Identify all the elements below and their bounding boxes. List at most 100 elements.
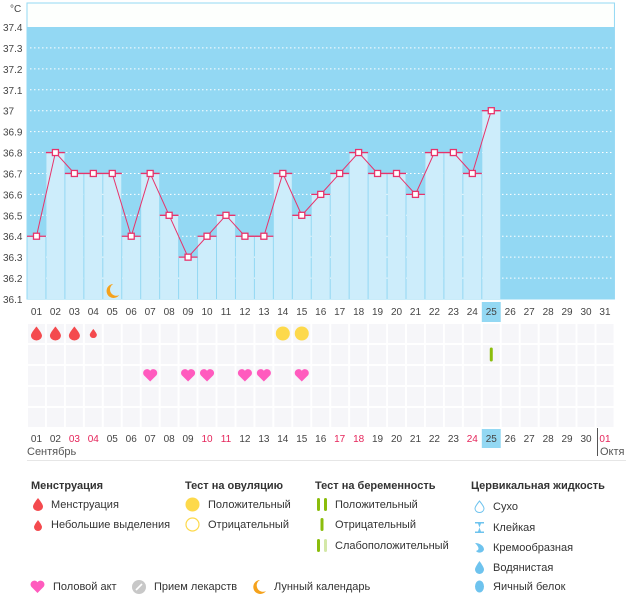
x-tick-label: 30	[580, 307, 592, 318]
legend-label: Слабоположительный	[335, 539, 449, 552]
event-cell	[444, 345, 462, 364]
y-tick-label: 36.8	[3, 149, 23, 160]
event-cell	[369, 408, 387, 427]
y-tick-label: 37.4	[3, 23, 23, 34]
event-cell	[388, 387, 405, 406]
calendar-day-label: 19	[372, 434, 384, 445]
calendar-day-label: 16	[315, 434, 327, 445]
legend-title-ovulation: Тест на овуляцию	[185, 480, 284, 492]
event-cell	[103, 345, 121, 364]
event-cell	[331, 324, 349, 343]
filled-circle-icon	[185, 497, 200, 512]
temperature-point	[108, 169, 116, 178]
event-cell	[539, 366, 557, 385]
event-cell	[312, 408, 330, 427]
x-tick-label: 19	[372, 307, 384, 318]
temperature-bar	[273, 173, 292, 299]
event-cell	[122, 324, 140, 343]
calendar-day-label: 23	[448, 434, 460, 445]
event-cell	[463, 408, 481, 427]
calendar-day-label: 28	[543, 434, 555, 445]
temperature-point	[51, 148, 60, 157]
event-cell	[331, 408, 349, 427]
event-cell	[444, 408, 462, 427]
legend-label: Сухо	[493, 500, 518, 513]
temperature-point	[184, 253, 192, 261]
y-tick-label: 36.7	[3, 169, 23, 180]
x-tick-label: 14	[277, 307, 289, 318]
y-axis-unit: °C	[10, 4, 21, 15]
calendar-day-label: 15	[296, 434, 308, 445]
x-tick-label: 21	[410, 307, 422, 318]
event-cell	[141, 324, 159, 343]
legend-item-pregnancy-faint: Слабоположительный	[317, 539, 449, 552]
heart-icon	[181, 369, 196, 382]
event-cell	[198, 324, 216, 343]
event-cell	[84, 366, 102, 385]
event-cell	[84, 387, 102, 406]
event-cell	[463, 387, 481, 406]
event-cell	[122, 366, 140, 385]
temperature-point	[373, 169, 382, 178]
event-cell	[577, 345, 595, 364]
event-cell	[482, 408, 500, 427]
legend-item-spotting: Небольшие выделения	[34, 519, 170, 531]
x-tick-label: 10	[201, 307, 213, 318]
event-cell	[198, 387, 216, 406]
temperature-bar	[141, 173, 160, 299]
y-tick-label: 36.1	[3, 295, 23, 306]
x-tick-label: 09	[183, 307, 195, 318]
calendar-day-label: 03	[69, 434, 81, 445]
event-cell	[482, 366, 500, 385]
calendar-day-label: 21	[410, 434, 422, 445]
calendar-day-label: 10	[201, 434, 213, 445]
event-cell	[312, 345, 330, 364]
y-tick-label: 37.3	[3, 44, 23, 55]
temperature-point	[279, 169, 287, 178]
event-cell	[539, 387, 557, 406]
event-cell	[596, 324, 614, 343]
temperature-bar	[292, 215, 311, 299]
event-cell	[350, 324, 368, 343]
x-tick-label: 04	[88, 307, 100, 318]
event-cell	[520, 408, 538, 427]
event-cell	[160, 387, 178, 406]
blood-drop-icon	[49, 326, 61, 341]
legend-item-creamy: Кремообразная	[474, 541, 573, 554]
calendar-day-label: 30	[580, 434, 592, 445]
egg-white-icon	[475, 580, 484, 593]
event-cell	[103, 366, 121, 385]
y-tick-label: 36.2	[3, 274, 23, 285]
event-cell	[179, 408, 197, 427]
event-cell	[160, 366, 178, 385]
x-tick-label: 22	[429, 307, 441, 318]
y-axis-ticks: 37.4 37.3 37.2 37.1 37 36.9 36.8 36.7 36.6 36.5 36…	[3, 23, 23, 306]
event-cell	[577, 366, 595, 385]
event-cell	[596, 345, 614, 364]
x-tick-label: 06	[126, 307, 138, 318]
temperature-point	[32, 232, 41, 240]
event-cell	[179, 345, 197, 364]
event-cell	[293, 345, 311, 364]
event-cell	[596, 408, 614, 427]
event-cell	[160, 345, 178, 364]
temperature-bar	[330, 173, 349, 299]
x-tick-label: 25	[486, 307, 498, 318]
temperature-bar	[179, 257, 198, 299]
event-cell	[65, 345, 83, 364]
event-cell	[369, 345, 387, 364]
temperature-bar	[235, 236, 254, 299]
calendar-day-labels: 01 02 03 04 05 06 07 08 09 10 11 12 13 14 15 16 17 18 19 20…	[31, 429, 611, 448]
event-cell	[160, 408, 178, 427]
legend-label: Водянистая	[493, 561, 554, 574]
event-cell	[520, 345, 538, 364]
event-cell	[65, 366, 83, 385]
watery-drop-icon	[475, 561, 484, 574]
x-tick-label: 17	[334, 307, 346, 318]
legend-item-watery: Водянистая	[474, 561, 553, 574]
event-cell	[407, 408, 424, 427]
legend-label: Отрицательный	[335, 518, 416, 531]
calendar-day-label: 18	[353, 434, 365, 445]
temperature-point	[430, 148, 439, 157]
event-cell	[482, 387, 500, 406]
